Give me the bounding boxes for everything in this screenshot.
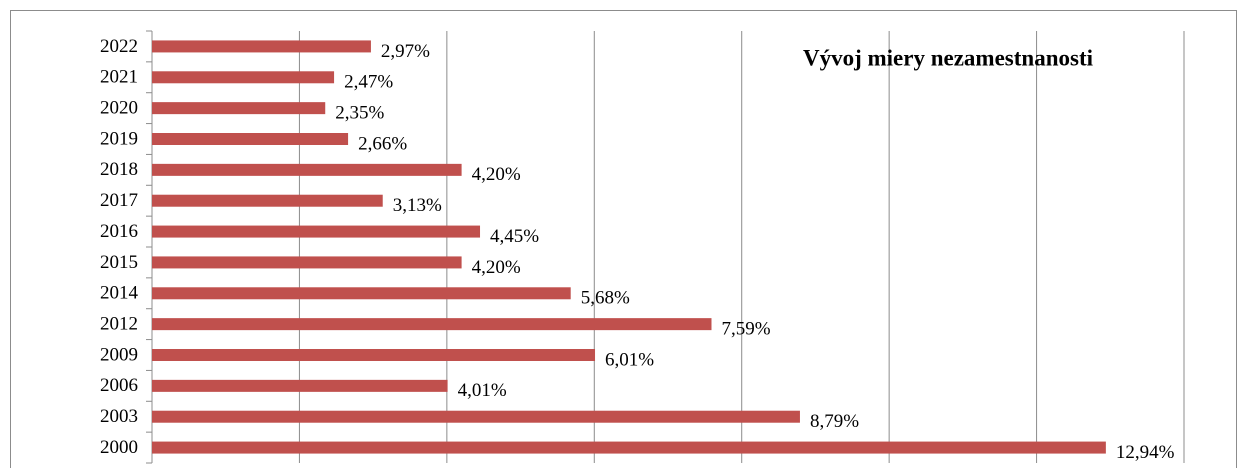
y-tick-label: 2021	[100, 67, 138, 88]
data-label: 4,45%	[490, 226, 539, 247]
bar	[152, 379, 448, 392]
data-label: 4,01%	[458, 380, 507, 401]
bar	[152, 133, 349, 145]
bar	[152, 410, 800, 423]
data-label: 4,20%	[472, 164, 521, 185]
y-tick-label: 2020	[100, 98, 138, 119]
data-label: 2,47%	[344, 72, 393, 93]
y-tick-label: 2017	[100, 190, 138, 211]
data-label: 6,01%	[605, 349, 654, 370]
y-tick-label: 2006	[100, 375, 138, 396]
y-tick-label: 2003	[100, 406, 138, 427]
data-label: 2,35%	[335, 103, 384, 124]
bar	[152, 194, 383, 207]
bar	[152, 225, 481, 238]
y-tick-label: 2022	[100, 36, 138, 57]
bar	[152, 349, 596, 361]
y-tick-label: 2016	[100, 221, 138, 242]
bar	[152, 441, 1106, 454]
y-tick-label: 2014	[100, 283, 139, 304]
bar	[152, 40, 371, 53]
bar	[152, 71, 335, 84]
data-label: 7,59%	[721, 319, 770, 340]
y-tick-label: 2012	[100, 314, 138, 335]
y-tick-label: 2000	[100, 437, 138, 458]
y-tick-label: 2009	[100, 344, 138, 365]
bar	[152, 163, 462, 176]
bar	[152, 287, 571, 300]
bar	[152, 256, 462, 269]
data-label: 3,13%	[393, 195, 442, 216]
data-label: 5,68%	[581, 288, 630, 309]
data-label: 4,20%	[472, 257, 521, 278]
bar	[152, 102, 326, 115]
chart-title: Vývoj miery nezamestnanosti	[803, 45, 1094, 70]
data-label: 2,66%	[358, 133, 407, 154]
y-tick-label: 2019	[100, 128, 138, 149]
y-tick-label: 2015	[100, 252, 138, 273]
data-label: 2,97%	[381, 41, 430, 62]
chart-frame	[10, 10, 1237, 468]
data-label: 8,79%	[810, 411, 859, 432]
y-tick-label: 2018	[100, 159, 138, 180]
data-label: 12,94%	[1116, 442, 1175, 463]
bar	[152, 318, 712, 331]
